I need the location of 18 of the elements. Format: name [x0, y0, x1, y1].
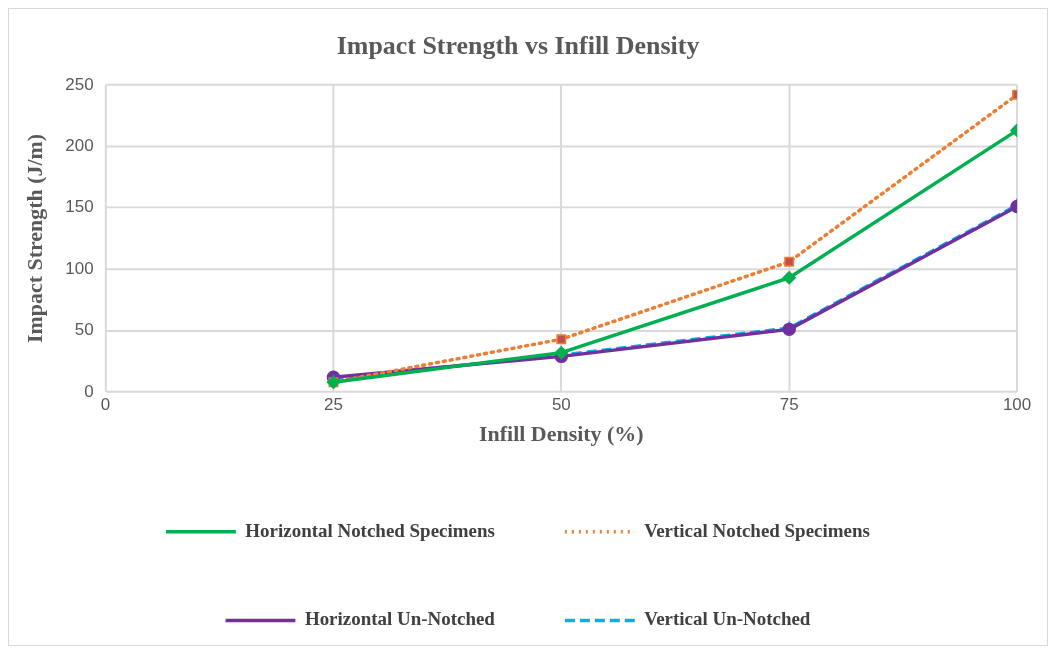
y-tick-label: 150 [65, 197, 94, 217]
x-tick-label: 25 [324, 394, 343, 414]
y-tick-label: 50 [74, 320, 94, 340]
legend-label: Vertical Notched Specimens [644, 519, 870, 541]
x-tick-label: 50 [551, 394, 571, 414]
x-tick-label: 100 [1002, 394, 1032, 414]
x-tick-label: 0 [100, 394, 111, 414]
legend-label: Horizontal Notched Specimens [245, 519, 495, 541]
y-tick-label: 250 [65, 74, 94, 94]
legend-label: Horizontal Un-Notched [304, 608, 496, 630]
legend-label: Vertical Un-Notched [644, 608, 811, 630]
y-tick-label: 100 [65, 258, 94, 278]
y-tick-label: 200 [65, 136, 94, 156]
x-tick-label: 75 [779, 394, 799, 414]
y-axis-title: Impact Strength (J/m) [21, 133, 47, 344]
chart-title: Impact Strength vs Infill Density [336, 31, 700, 61]
y-tick-label: 0 [84, 381, 94, 401]
x-axis-title: Infill Density (%) [479, 421, 644, 447]
